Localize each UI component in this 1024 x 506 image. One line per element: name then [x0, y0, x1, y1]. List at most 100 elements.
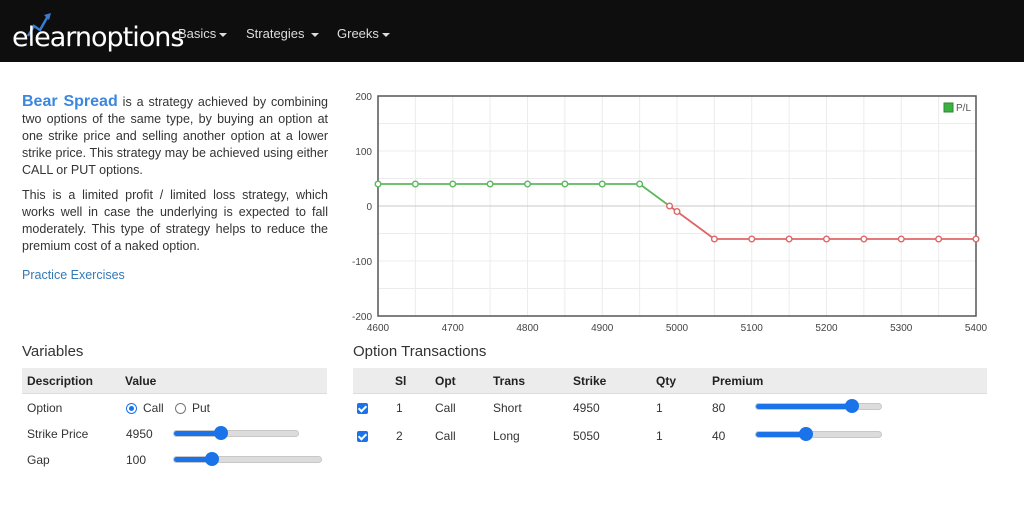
description-text-1: is a strategy achieved by combining two …	[22, 95, 329, 177]
y-tick-label: 100	[355, 147, 372, 158]
transactions-table-header: Sl Opt Trans Strike Qty Premium	[353, 368, 987, 394]
pl-point	[666, 202, 674, 210]
nav-basics[interactable]: Basics	[178, 26, 228, 41]
header-sl: Sl	[395, 374, 407, 388]
x-tick-label: 5300	[890, 323, 913, 334]
call-radio[interactable]	[126, 403, 137, 414]
nav-strategies[interactable]: Strategies	[246, 26, 320, 41]
pl-point	[374, 180, 382, 188]
y-tick-label: -100	[352, 257, 372, 268]
nav-greeks[interactable]: Greeks	[337, 26, 390, 41]
strategy-description: Bear Spread is a strategy achieved by co…	[22, 93, 328, 263]
gap-slider[interactable]	[173, 452, 322, 466]
put-radio[interactable]	[175, 403, 186, 414]
pl-point	[748, 235, 756, 243]
header-value: Value	[125, 374, 157, 388]
pl-point	[561, 180, 569, 188]
option-label: Option	[27, 401, 63, 415]
pl-point	[673, 207, 681, 215]
y-tick-label: 200	[355, 92, 372, 103]
header-trans: Trans	[493, 374, 526, 388]
row-2-strike: 5050	[573, 429, 600, 443]
gap-value: 100	[126, 453, 147, 467]
caret-down-icon	[311, 32, 320, 37]
y-tick-label: -200	[352, 312, 372, 323]
slider-thumb[interactable]	[214, 426, 229, 440]
row-2-premium-slider[interactable]	[755, 427, 882, 441]
x-tick-label: 4900	[591, 323, 614, 334]
put-radio-label: Put	[192, 401, 211, 415]
row-2-premium: 40	[712, 429, 726, 443]
strike-price-slider[interactable]	[173, 426, 299, 440]
row-1-checkbox[interactable]	[357, 403, 368, 414]
pl-point	[897, 235, 905, 243]
x-tick-label: 4600	[367, 323, 390, 334]
row-1-premium: 80	[712, 401, 726, 415]
pl-point	[449, 180, 457, 188]
row-1-premium-slider[interactable]	[755, 399, 882, 413]
y-tick-label: 0	[366, 202, 372, 213]
slider-fill	[174, 457, 213, 462]
brand-logo[interactable]: elearnoptions	[12, 10, 184, 54]
strategy-title: Bear Spread	[22, 93, 118, 110]
slider-fill	[756, 404, 853, 409]
variables-table-header: Description Value	[22, 368, 327, 394]
pl-line-segment	[639, 183, 671, 207]
row-1-trans: Short	[493, 401, 522, 415]
row-1-sl: 1	[396, 401, 403, 415]
pl-point	[823, 235, 831, 243]
header-opt: Opt	[435, 374, 456, 388]
plot-border	[377, 95, 977, 317]
description-paragraph-1: Bear Spread is a strategy achieved by co…	[22, 93, 328, 179]
pl-point	[636, 180, 644, 188]
strike-price-value: 4950	[126, 427, 153, 441]
pl-point	[598, 180, 606, 188]
logo-chart-icon	[26, 13, 51, 37]
legend-label: P/L	[956, 103, 971, 114]
pl-line-segment	[676, 210, 715, 240]
x-tick-label: 5100	[741, 323, 764, 334]
row-2-trans: Long	[493, 429, 520, 443]
call-radio-label: Call	[143, 401, 164, 415]
x-tick-label: 5200	[815, 323, 838, 334]
practice-exercises-link[interactable]: Practice Exercises	[22, 268, 125, 282]
x-tick-label: 4700	[442, 323, 465, 334]
pl-point	[860, 235, 868, 243]
pl-point	[523, 180, 531, 188]
navbar: elearnoptions Basics Strategies Greeks	[0, 0, 1024, 62]
pl-point	[785, 235, 793, 243]
gap-label: Gap	[27, 453, 50, 467]
legend-swatch	[943, 102, 954, 113]
x-tick-label: 4800	[516, 323, 539, 334]
row-1-qty: 1	[656, 401, 663, 415]
slider-thumb[interactable]	[205, 452, 220, 466]
slider-thumb[interactable]	[845, 399, 860, 413]
slider-thumb[interactable]	[799, 427, 813, 441]
slider-fill	[756, 432, 806, 437]
pl-point	[486, 180, 494, 188]
brand-name: elearnoptions	[12, 22, 184, 53]
pl-point	[935, 235, 943, 243]
pl-point	[411, 180, 419, 188]
pl-point	[710, 235, 718, 243]
header-description: Description	[27, 374, 94, 388]
row-2-opt: Call	[435, 429, 456, 443]
row-2-checkbox[interactable]	[357, 431, 368, 442]
slider-fill	[174, 431, 222, 436]
pl-point	[972, 235, 980, 243]
nav-basics-label: Basics	[178, 26, 217, 41]
header-premium: Premium	[712, 374, 764, 388]
x-tick-label: 5000	[666, 323, 689, 334]
x-tick-label: 5400	[965, 323, 988, 334]
header-strike: Strike	[573, 374, 607, 388]
strike-price-label: Strike Price	[27, 427, 89, 441]
nav-greeks-label: Greeks	[337, 26, 379, 41]
caret-down-icon	[219, 32, 228, 37]
nav-strategies-label: Strategies	[246, 26, 305, 41]
caret-down-icon	[381, 32, 390, 37]
row-1-strike: 4950	[573, 401, 600, 415]
option-transactions-title: Option Transactions	[353, 343, 487, 360]
row-1-opt: Call	[435, 401, 456, 415]
variables-title: Variables	[22, 343, 84, 360]
